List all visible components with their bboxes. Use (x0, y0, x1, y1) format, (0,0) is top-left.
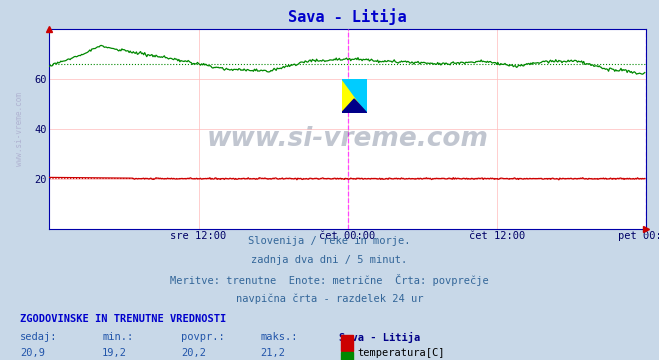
Bar (341, 336, 353, 351)
Title: Sava - Litija: Sava - Litija (288, 8, 407, 25)
Text: temperatura[C]: temperatura[C] (358, 348, 445, 359)
Text: sedaj:: sedaj: (20, 332, 57, 342)
Bar (341, 352, 353, 360)
Text: zadnja dva dni / 5 minut.: zadnja dva dni / 5 minut. (251, 255, 408, 265)
Text: 20,2: 20,2 (181, 348, 206, 359)
Text: 21,2: 21,2 (260, 348, 285, 359)
Text: Sava - Litija: Sava - Litija (339, 332, 420, 343)
Text: Slovenija / reke in morje.: Slovenija / reke in morje. (248, 236, 411, 246)
Polygon shape (341, 99, 366, 113)
Text: navpična črta - razdelek 24 ur: navpična črta - razdelek 24 ur (236, 293, 423, 304)
Text: maks.:: maks.: (260, 332, 298, 342)
Text: Meritve: trenutne  Enote: metrične  Črta: povprečje: Meritve: trenutne Enote: metrične Črta: … (170, 274, 489, 286)
Text: povpr.:: povpr.: (181, 332, 225, 342)
Text: ZGODOVINSKE IN TRENUTNE VREDNOSTI: ZGODOVINSKE IN TRENUTNE VREDNOSTI (20, 314, 226, 324)
Text: 20,9: 20,9 (20, 348, 45, 359)
Text: www.si-vreme.com: www.si-vreme.com (15, 92, 24, 166)
Text: 19,2: 19,2 (102, 348, 127, 359)
Text: www.si-vreme.com: www.si-vreme.com (207, 126, 488, 152)
Polygon shape (341, 78, 366, 113)
Text: min.:: min.: (102, 332, 133, 342)
